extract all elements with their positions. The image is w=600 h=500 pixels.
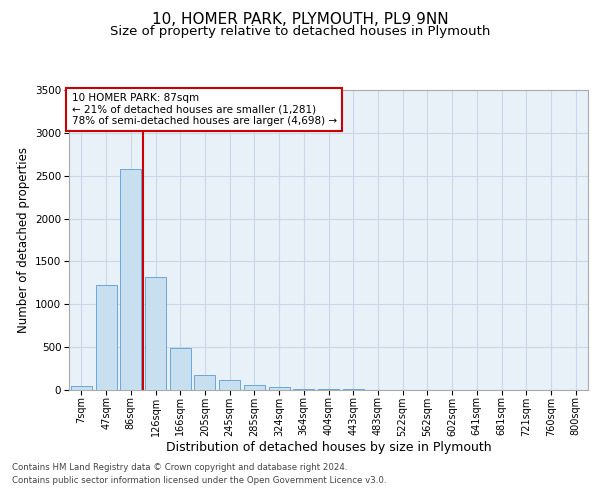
Bar xyxy=(244,385,265,390)
Text: 10 HOMER PARK: 87sqm
← 21% of detached houses are smaller (1,281)
78% of semi-de: 10 HOMER PARK: 87sqm ← 21% of detached h… xyxy=(71,93,337,126)
Text: 10, HOMER PARK, PLYMOUTH, PL9 9NN: 10, HOMER PARK, PLYMOUTH, PL9 9NN xyxy=(152,12,448,28)
Bar xyxy=(170,348,191,390)
Bar xyxy=(219,380,240,390)
X-axis label: Distribution of detached houses by size in Plymouth: Distribution of detached houses by size … xyxy=(166,442,491,454)
Bar xyxy=(71,386,92,390)
Bar xyxy=(269,388,290,390)
Bar xyxy=(145,277,166,390)
Bar xyxy=(318,389,339,390)
Bar xyxy=(194,374,215,390)
Text: Contains public sector information licensed under the Open Government Licence v3: Contains public sector information licen… xyxy=(12,476,386,485)
Bar xyxy=(293,388,314,390)
Bar xyxy=(95,286,116,390)
Y-axis label: Number of detached properties: Number of detached properties xyxy=(17,147,29,333)
Text: Size of property relative to detached houses in Plymouth: Size of property relative to detached ho… xyxy=(110,25,490,38)
Text: Contains HM Land Registry data © Crown copyright and database right 2024.: Contains HM Land Registry data © Crown c… xyxy=(12,462,347,471)
Bar xyxy=(120,169,141,390)
